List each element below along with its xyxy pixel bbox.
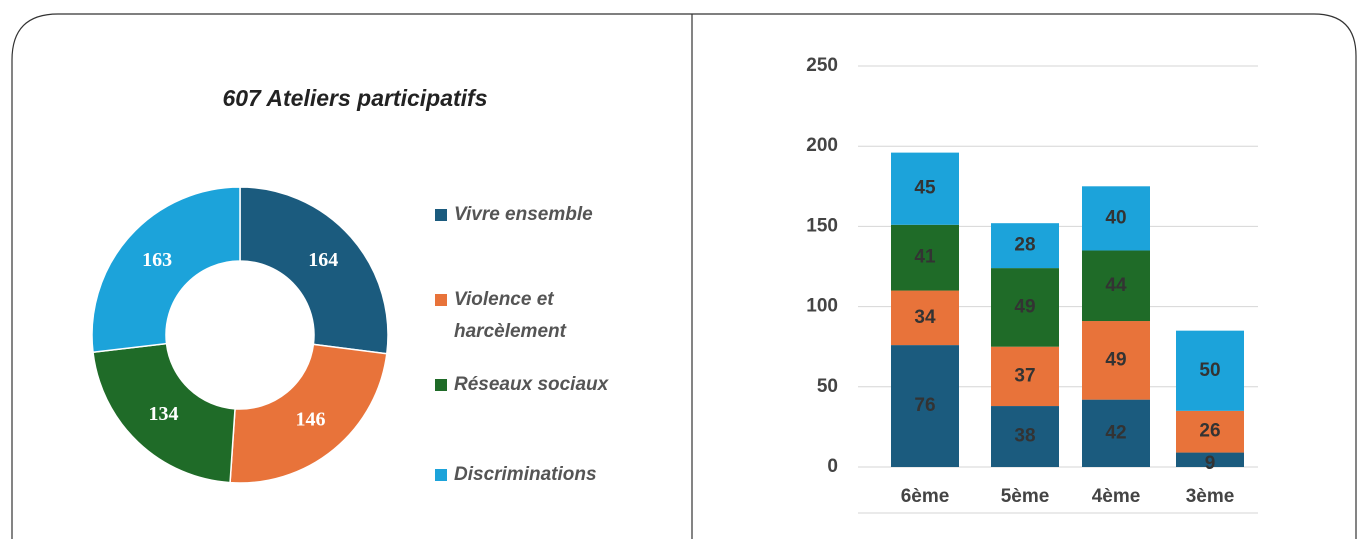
data-label: 38: [1014, 426, 1035, 447]
data-label: 26: [1199, 421, 1220, 442]
legend-line: Violence et: [454, 289, 554, 310]
data-label: 34: [914, 307, 936, 328]
bar-segment: [891, 290, 959, 346]
y-tick-label: 250: [806, 55, 838, 76]
y-tick-label: 50: [817, 376, 838, 397]
legend-label: Réseaux sociaux: [454, 374, 610, 395]
bar-segment: [891, 152, 959, 225]
bar-segment: [1176, 410, 1244, 453]
legend-swatch: [435, 294, 447, 306]
data-label: 49: [1014, 296, 1035, 317]
legend-swatch: [435, 469, 447, 481]
slice-label: 163: [142, 249, 172, 271]
data-label: 44: [1105, 275, 1127, 296]
legend-label: Violence et harcèlement: [454, 289, 567, 342]
data-label: 28: [1014, 235, 1035, 256]
y-tick-label: 150: [806, 215, 838, 236]
donut-slice: [91, 186, 241, 354]
bar-segment: [891, 345, 959, 467]
chart-title: 607 Ateliers participatifs: [222, 85, 487, 111]
bar-segment: [991, 223, 1059, 269]
slice-label: 146: [296, 408, 326, 430]
legend: Vivre ensemble Violence et harcèlement Rése…: [435, 204, 610, 485]
bar-segment: [1176, 330, 1244, 411]
slice-label: 134: [148, 403, 178, 425]
x-tick-label: 4ème: [1092, 486, 1141, 507]
bar-segment: [1082, 321, 1150, 400]
bar-segment: [991, 268, 1059, 347]
legend-label: Vivre ensemble: [454, 204, 593, 225]
bar-segment: [991, 406, 1059, 467]
data-label: 50: [1199, 360, 1220, 381]
donut-slice: [239, 186, 389, 355]
bar-segment: [891, 224, 959, 291]
x-tick-label: 6ème: [901, 486, 950, 507]
data-label: 37: [1014, 365, 1035, 386]
bar-segment: [1082, 186, 1150, 251]
slice-label: 164: [308, 249, 338, 271]
data-label: 40: [1105, 207, 1126, 228]
y-tick-label: 0: [827, 456, 838, 477]
x-tick-label: 5ème: [1001, 486, 1050, 507]
y-tick-label: 200: [806, 135, 838, 156]
bar-segment: [1082, 399, 1150, 467]
bar-segment: [991, 346, 1059, 407]
y-tick-label: 100: [806, 296, 838, 317]
legend-label: Discriminations: [454, 464, 597, 485]
bar-segment: [1082, 250, 1150, 322]
x-tick-label: 3ème: [1186, 486, 1235, 507]
donut-slice: [92, 342, 236, 484]
data-label: 42: [1105, 422, 1126, 443]
bar-chart: 0 50 100 150 200 250 6ème 76 34 41 45 5ème 38 37 49 28 4…: [806, 55, 1258, 514]
data-label: 41: [914, 247, 936, 268]
bar-segment: [1176, 452, 1244, 467]
legend-swatch: [435, 209, 447, 221]
panel-border: [11, 13, 1357, 539]
data-label: 49: [1105, 349, 1126, 370]
legend-swatch: [435, 379, 447, 391]
data-label: 76: [914, 395, 935, 416]
legend-line: harcèlement: [454, 321, 567, 342]
donut: 164 146 134 163: [91, 186, 389, 484]
data-label: 9: [1205, 453, 1216, 474]
donut-slice: [229, 343, 388, 484]
data-label: 45: [914, 178, 936, 199]
